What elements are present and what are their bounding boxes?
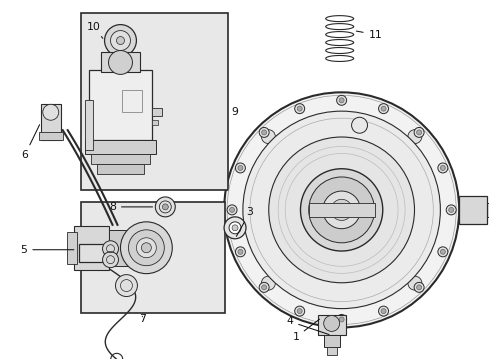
Circle shape: [121, 222, 172, 274]
Circle shape: [262, 130, 267, 135]
Bar: [487, 203, 490, 217]
Bar: [324, 336, 340, 347]
Bar: [81, 13, 228, 190]
Bar: [85, 140, 156, 154]
Circle shape: [108, 50, 132, 75]
Circle shape: [262, 285, 267, 290]
Circle shape: [331, 199, 352, 220]
Bar: [74, 226, 108, 270]
Circle shape: [408, 276, 422, 290]
Circle shape: [297, 106, 302, 111]
Circle shape: [379, 104, 389, 114]
Circle shape: [136, 238, 156, 258]
Bar: [39, 132, 63, 140]
Text: 5: 5: [21, 245, 74, 255]
Circle shape: [352, 117, 368, 133]
Circle shape: [449, 207, 454, 212]
Circle shape: [300, 169, 383, 251]
Circle shape: [259, 282, 269, 292]
Circle shape: [116, 275, 137, 297]
Text: 1: 1: [293, 319, 319, 342]
Circle shape: [339, 317, 344, 322]
Text: 11: 11: [356, 30, 382, 40]
Circle shape: [111, 31, 130, 50]
Circle shape: [229, 222, 241, 234]
Circle shape: [104, 24, 136, 57]
Text: 3: 3: [236, 207, 253, 237]
Text: 4: 4: [286, 316, 329, 334]
Circle shape: [324, 315, 340, 332]
Circle shape: [235, 247, 245, 257]
Circle shape: [43, 104, 59, 120]
Text: 2: 2: [0, 359, 1, 360]
Bar: [67, 232, 76, 264]
Circle shape: [238, 249, 243, 254]
Circle shape: [259, 127, 269, 138]
Circle shape: [238, 166, 243, 170]
Circle shape: [227, 205, 237, 215]
Circle shape: [339, 98, 344, 103]
Bar: [91, 154, 150, 164]
Bar: [152, 108, 162, 116]
Circle shape: [235, 163, 245, 173]
Circle shape: [414, 282, 424, 292]
Bar: [81, 202, 225, 314]
Circle shape: [441, 166, 445, 170]
Circle shape: [294, 306, 305, 316]
Circle shape: [224, 217, 246, 239]
Circle shape: [243, 111, 441, 309]
Circle shape: [142, 243, 151, 253]
Circle shape: [269, 137, 415, 283]
Text: 10: 10: [87, 22, 103, 39]
Circle shape: [381, 106, 386, 111]
Bar: [89, 71, 152, 140]
Circle shape: [438, 247, 448, 257]
Circle shape: [337, 95, 346, 105]
Circle shape: [309, 177, 374, 243]
Circle shape: [162, 204, 168, 210]
Circle shape: [441, 249, 445, 254]
Circle shape: [155, 197, 175, 217]
Circle shape: [102, 241, 119, 257]
Circle shape: [224, 92, 459, 328]
Bar: [309, 203, 374, 217]
Text: 6: 6: [22, 125, 40, 160]
Circle shape: [261, 276, 275, 290]
Text: 8: 8: [109, 202, 152, 212]
Circle shape: [446, 205, 456, 215]
Circle shape: [438, 163, 448, 173]
Bar: [85, 100, 93, 150]
Circle shape: [232, 225, 238, 231]
Circle shape: [408, 130, 422, 144]
Bar: [459, 196, 487, 224]
Text: 9: 9: [232, 107, 239, 117]
Circle shape: [337, 315, 346, 324]
Circle shape: [414, 127, 424, 138]
Circle shape: [294, 104, 305, 114]
Circle shape: [297, 309, 302, 314]
Circle shape: [416, 285, 421, 290]
Bar: [97, 164, 145, 174]
Bar: [100, 53, 141, 72]
Bar: [327, 347, 337, 355]
Circle shape: [323, 191, 361, 229]
Circle shape: [102, 252, 119, 268]
Circle shape: [261, 130, 275, 144]
Bar: [122, 90, 143, 112]
Bar: [41, 104, 61, 140]
Bar: [318, 315, 345, 336]
Bar: [108, 230, 128, 266]
Circle shape: [379, 306, 389, 316]
Bar: [78, 244, 106, 262]
Bar: [108, 242, 148, 254]
Bar: [152, 120, 158, 125]
Circle shape: [381, 309, 386, 314]
Circle shape: [229, 207, 235, 212]
Circle shape: [117, 37, 124, 45]
Circle shape: [416, 130, 421, 135]
Circle shape: [128, 230, 164, 266]
Text: 7: 7: [139, 314, 146, 324]
